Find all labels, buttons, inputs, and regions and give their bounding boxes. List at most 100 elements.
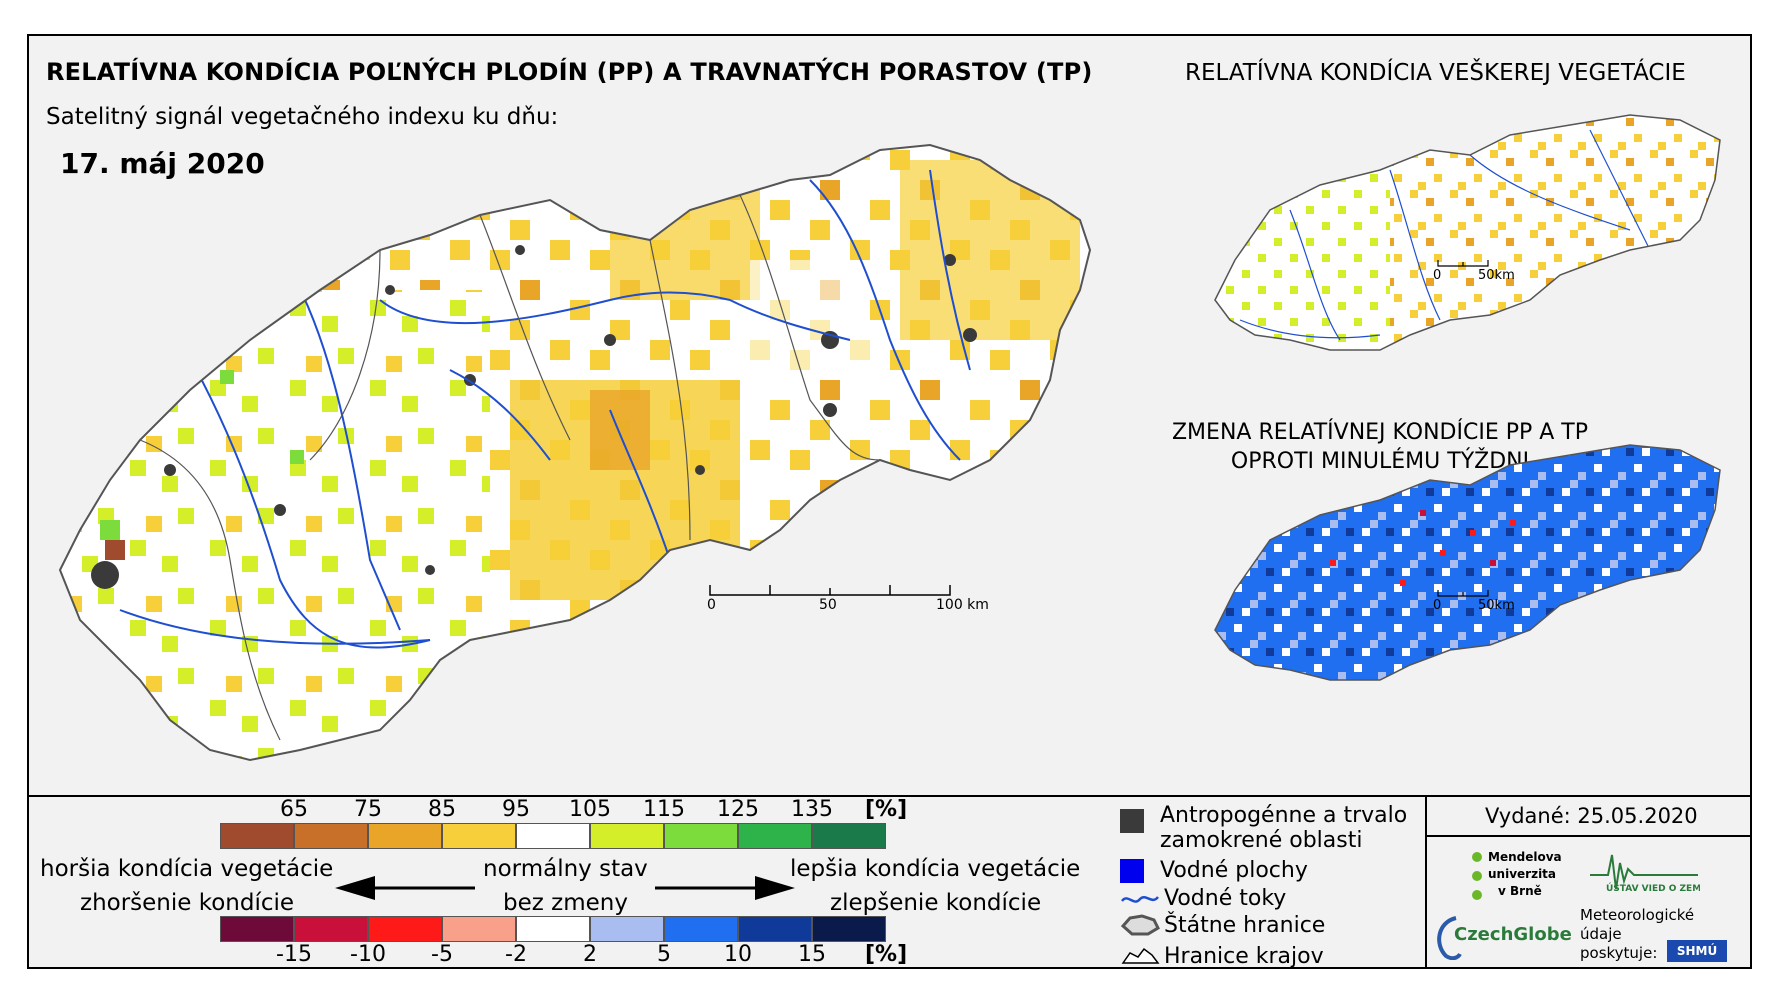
condition-swatch-7 xyxy=(738,823,812,849)
worse-change-label: zhoršenie kondície xyxy=(80,890,295,916)
meteo-line1: Meteorologické xyxy=(1580,906,1695,924)
czechglobe-text: CzechGlobe xyxy=(1454,924,1572,945)
condition-tick-5: 115 xyxy=(643,797,685,822)
change-color-scale xyxy=(220,916,886,942)
change-map-title: ZMENA RELATÍVNEJ KONDÍCIE PP A TP OPROTI… xyxy=(1170,418,1590,476)
main-scale-bar xyxy=(709,585,951,596)
state-border-text: Štátne hranice xyxy=(1164,912,1326,938)
subtitle: Satelitný signál vegetačného indexu ku d… xyxy=(46,104,559,130)
small-scale-2-tick-50: 50km xyxy=(1478,598,1515,613)
legend-divider-2 xyxy=(1425,835,1751,837)
change-swatch-8 xyxy=(812,916,886,942)
water-areas-text: Vodné plochy xyxy=(1160,858,1308,883)
condition-swatch-2 xyxy=(368,823,442,849)
main-title: RELATÍVNA KONDÍCIA POĽNÝCH PLODÍN (PP) A… xyxy=(46,58,1093,86)
small-scale-2-tick-0: 0 xyxy=(1433,598,1442,613)
change-tick-5: 5 xyxy=(657,942,671,967)
condition-swatch-4 xyxy=(516,823,590,849)
meteo-credit: Meteorologické údaje poskytuje: xyxy=(1580,906,1694,963)
legend-state-border: Štátne hranice xyxy=(1120,912,1325,938)
shmu-text: SHMÚ xyxy=(1676,944,1718,958)
change-title-line2: OPROTI MINULÉMU TÝŽDNI xyxy=(1230,449,1530,474)
change-swatch-5 xyxy=(590,916,664,942)
meteo-line3: poskytuje: xyxy=(1580,944,1658,962)
change-tick-7: 15 xyxy=(798,942,826,967)
main-scale-tick-50: 50 xyxy=(819,597,837,613)
condition-swatch-8 xyxy=(812,823,886,849)
no-change-label: bez zmeny xyxy=(503,890,628,916)
meteo-line2: údaje xyxy=(1580,925,1622,943)
date-label: 17. máj 2020 xyxy=(60,147,265,180)
condition-tick-0: 65 xyxy=(280,797,308,822)
anthropogenic-line2: zamokrené oblasti xyxy=(1160,828,1363,853)
anthropogenic-swatch xyxy=(1120,809,1144,833)
anthropogenic-text: Antropogénne a trvalo zamokrené oblasti xyxy=(1160,803,1407,853)
main-scale-tick-0: 0 xyxy=(707,597,716,613)
mendel-dots-icon xyxy=(1472,852,1482,900)
issued-date: Vydané: 25.05.2020 xyxy=(1485,804,1698,828)
small-scale-bar-1 xyxy=(1437,260,1489,267)
change-swatch-0 xyxy=(220,916,294,942)
change-tick-2: -5 xyxy=(431,942,453,967)
change-swatch-1 xyxy=(294,916,368,942)
condition-tick-6: 125 xyxy=(717,797,759,822)
small-scale-bar-2 xyxy=(1437,590,1489,597)
condition-tick-7: 135 xyxy=(791,797,833,822)
small-scale-1-tick-0: 0 xyxy=(1433,268,1442,283)
small-scale-1-tick-50: 50km xyxy=(1478,268,1515,283)
condition-swatch-0 xyxy=(220,823,294,849)
czechglobe-logo: CzechGlobe xyxy=(1432,914,1572,964)
condition-swatch-1 xyxy=(294,823,368,849)
change-tick-1: -10 xyxy=(350,942,386,967)
river-line-icon xyxy=(1121,895,1159,903)
regions-text: Hranice krajov xyxy=(1164,944,1324,969)
mendel-logo: Mendelova univerzita v Brně xyxy=(1470,848,1570,908)
condition-tick-4: 105 xyxy=(569,797,611,822)
condition-tick-2: 85 xyxy=(428,797,456,822)
change-swatch-3 xyxy=(442,916,516,942)
condition-color-scale xyxy=(220,823,886,849)
legend-anthropogenic: Antropogénne a trvalo zamokrené oblasti xyxy=(1120,803,1407,853)
overall-vegetation-map xyxy=(1214,114,1721,351)
uvoz-seismograph-icon: ÚSTAV VIED O ZEMI xyxy=(1590,854,1705,894)
czechglobe-swirl-icon xyxy=(1437,916,1462,960)
condition-swatch-5 xyxy=(590,823,664,849)
legend-top-border xyxy=(27,795,1752,797)
change-title-line1: ZMENA RELATÍVNEJ KONDÍCIE PP A TP xyxy=(1171,420,1588,445)
direction-arrows xyxy=(335,876,795,900)
mendel-line1: Mendelova xyxy=(1488,850,1562,864)
uvoz-logo: ÚSTAV VIED O ZEMI xyxy=(1588,845,1705,895)
legend-water-areas: Vodné plochy xyxy=(1120,858,1308,883)
right-arrow-icon xyxy=(655,876,795,900)
mendel-line2: univerzita xyxy=(1488,867,1557,881)
legend-regions: Hranice krajov xyxy=(1120,944,1324,969)
mendel-line3: v Brně xyxy=(1498,884,1542,898)
change-unit: [%] xyxy=(865,942,908,967)
change-swatch-4 xyxy=(516,916,590,942)
worse-condition-label: horšia kondícia vegetácie xyxy=(40,856,334,882)
uvoz-text: ÚSTAV VIED O ZEMI xyxy=(1606,882,1700,894)
condition-tick-1: 75 xyxy=(354,797,382,822)
normal-label: normálny stav xyxy=(483,856,648,882)
condition-swatch-6 xyxy=(664,823,738,849)
region-border-icon xyxy=(1121,947,1160,964)
condition-swatch-3 xyxy=(442,823,516,849)
shmu-logo: SHMÚ xyxy=(1667,940,1727,962)
main-map xyxy=(59,144,1091,761)
right-map-title: RELATÍVNA KONDÍCIA VEŠKEREJ VEGETÁCIE xyxy=(1185,60,1686,86)
change-map xyxy=(1214,444,1721,681)
condition-unit: [%] xyxy=(865,797,908,822)
change-tick-4: 2 xyxy=(583,942,597,967)
legend-divider xyxy=(1425,795,1427,969)
state-border-icon xyxy=(1120,914,1160,936)
legend-rivers: Vodné toky xyxy=(1120,886,1286,911)
left-arrow-icon xyxy=(335,876,475,900)
change-tick-0: -15 xyxy=(276,942,312,967)
change-swatch-6 xyxy=(664,916,738,942)
main-scale-tick-100: 100 km xyxy=(936,597,989,613)
change-swatch-2 xyxy=(368,916,442,942)
better-change-label: zlepšenie kondície xyxy=(830,890,1042,916)
change-swatch-7 xyxy=(738,916,812,942)
rivers-text: Vodné toky xyxy=(1164,886,1287,911)
anthropogenic-line1: Antropogénne a trvalo xyxy=(1160,803,1408,828)
